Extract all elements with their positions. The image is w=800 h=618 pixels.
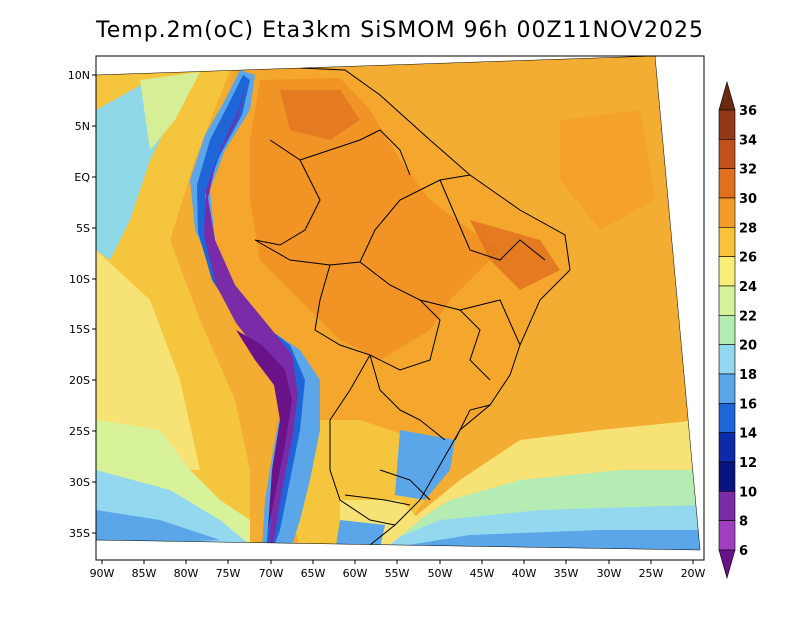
lon-tick-label: 90W — [90, 567, 115, 580]
lon-tick-label: 35W — [554, 567, 579, 580]
colorbar-level-label: 12 — [739, 456, 757, 471]
lon-tick-label: 50W — [428, 567, 453, 580]
colorbar-swatch — [718, 197, 736, 228]
colorbar-swatch — [718, 549, 736, 580]
axes-frame — [95, 55, 705, 561]
colorbar-level-label: 30 — [739, 192, 757, 207]
lat-tick-label: 5N — [75, 120, 90, 133]
map-title: Temp.2m(oC) Eta3km SiSMOM 96h 00Z11NOV20… — [96, 18, 704, 43]
colorbar-level-label: 10 — [739, 485, 757, 500]
lon-tick-label: 20W — [681, 567, 706, 580]
lon-tick-label: 65W — [301, 567, 326, 580]
colorbar-swatch — [718, 432, 736, 463]
colorbar-level-label: 20 — [739, 339, 757, 354]
colorbar-swatch — [718, 227, 736, 257]
lat-tick-label: 10N — [68, 69, 90, 82]
lon-axis: 90W 85W 80W 75W 70W 65W 60W 55W 50W 45W … — [90, 560, 706, 580]
colorbar-level-label: 8 — [739, 515, 748, 530]
lon-tick-label: 55W — [385, 567, 410, 580]
colorbar-level-label: 18 — [739, 368, 757, 383]
colorbar-swatch — [718, 315, 736, 345]
colorbar-level-label: 14 — [739, 427, 757, 442]
lat-tick-label: 35S — [69, 527, 90, 540]
lon-tick-label: 75W — [216, 567, 241, 580]
lat-tick-label: 25S — [69, 425, 90, 438]
colorbar-swatch — [718, 344, 736, 375]
lon-tick-label: 25W — [639, 567, 664, 580]
colorbar-level-label: 36 — [739, 104, 757, 119]
lat-tick-label: 15S — [69, 323, 90, 336]
colorbar-level-label: 28 — [739, 221, 757, 236]
temperature-field — [96, 56, 700, 550]
colorbar-swatch — [718, 80, 736, 111]
colorbar-swatch — [718, 491, 736, 521]
lat-axis: 10N 5N EQ 5S 10S 15S 20S 25S 30S 35S — [68, 69, 96, 540]
colorbar-level-label: 16 — [739, 397, 757, 412]
colorbar-level-label: 32 — [739, 163, 757, 178]
lat-tick-label: 5S — [76, 222, 90, 235]
lon-tick-label: 60W — [343, 567, 368, 580]
colorbar-level-label: 24 — [739, 280, 757, 295]
colorbar-swatch — [718, 168, 736, 199]
colorbar-level-label: 26 — [739, 251, 757, 266]
colorbar-swatch — [718, 403, 736, 433]
colorbar: 36 34 32 30 28 26 24 22 20 18 16 14 12 10 8 6 — [718, 80, 757, 580]
lat-tick-label: 10S — [69, 273, 90, 286]
lon-tick-label: 80W — [174, 567, 199, 580]
colorbar-swatch — [718, 139, 736, 169]
colorbar-swatch — [718, 520, 736, 551]
lon-tick-label: 40W — [512, 567, 537, 580]
country-borders — [234, 64, 571, 546]
colorbar-swatch — [718, 285, 736, 316]
lat-tick-label: 20S — [69, 374, 90, 387]
colorbar-swatch — [718, 109, 736, 140]
lat-tick-label: 30S — [69, 476, 90, 489]
colorbar-swatch — [718, 256, 736, 287]
lat-tick-label: EQ — [74, 171, 90, 184]
lon-tick-label: 45W — [470, 567, 495, 580]
colorbar-level-label: 6 — [739, 544, 748, 559]
lon-tick-label: 30W — [597, 567, 622, 580]
colorbar-level-label: 34 — [739, 133, 757, 148]
colorbar-level-label: 22 — [739, 309, 757, 324]
lon-tick-label: 70W — [259, 567, 284, 580]
colorbar-swatch — [718, 461, 736, 492]
lon-tick-label: 85W — [132, 567, 157, 580]
colorbar-swatch — [718, 373, 736, 404]
